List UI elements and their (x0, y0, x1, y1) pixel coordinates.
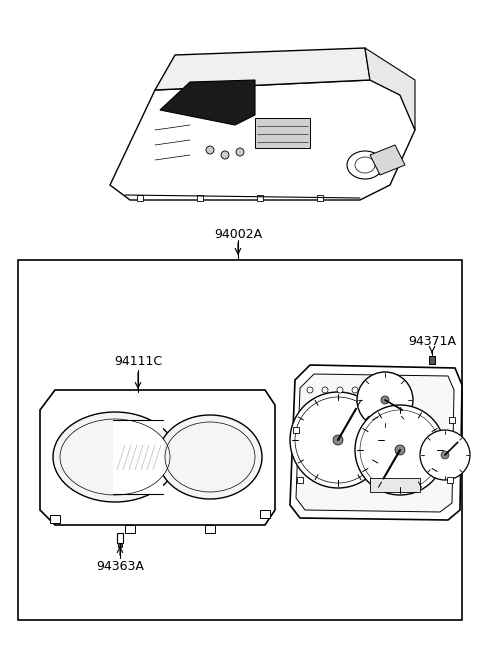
Polygon shape (296, 374, 454, 512)
Bar (447, 477, 453, 483)
Polygon shape (40, 390, 275, 525)
Ellipse shape (355, 405, 445, 495)
Circle shape (236, 148, 244, 156)
Circle shape (206, 146, 214, 154)
Bar (18, 260, 462, 620)
Ellipse shape (357, 372, 413, 428)
Ellipse shape (53, 412, 177, 502)
Bar (429, 356, 435, 364)
Circle shape (322, 387, 328, 393)
Bar (370, 478, 420, 492)
Bar (205, 525, 215, 533)
Polygon shape (290, 365, 462, 520)
Circle shape (307, 387, 313, 393)
Bar (137, 195, 143, 201)
Polygon shape (155, 48, 370, 90)
Bar (257, 195, 263, 201)
Circle shape (337, 387, 343, 393)
Polygon shape (110, 80, 415, 200)
Ellipse shape (381, 396, 389, 404)
Polygon shape (160, 80, 255, 125)
Text: 94111C: 94111C (114, 355, 162, 368)
Bar (197, 195, 203, 201)
Bar (297, 477, 303, 483)
Bar (293, 427, 299, 433)
Bar (117, 533, 123, 543)
Bar (449, 417, 455, 423)
Bar (125, 525, 135, 533)
Ellipse shape (441, 451, 449, 459)
Bar (317, 195, 323, 201)
Bar (50, 515, 60, 523)
Circle shape (352, 387, 358, 393)
Bar (260, 510, 270, 518)
Polygon shape (370, 145, 405, 175)
Bar (113, 420, 163, 494)
Ellipse shape (158, 415, 262, 499)
Text: 94002A: 94002A (214, 228, 262, 241)
Ellipse shape (290, 392, 386, 488)
Polygon shape (365, 48, 415, 130)
Bar (255, 118, 310, 148)
Bar (118, 543, 122, 547)
Text: 94371A: 94371A (408, 335, 456, 348)
Text: 94363A: 94363A (96, 560, 144, 573)
Ellipse shape (395, 445, 405, 455)
Ellipse shape (420, 430, 470, 480)
Ellipse shape (333, 435, 343, 445)
Circle shape (221, 151, 229, 159)
